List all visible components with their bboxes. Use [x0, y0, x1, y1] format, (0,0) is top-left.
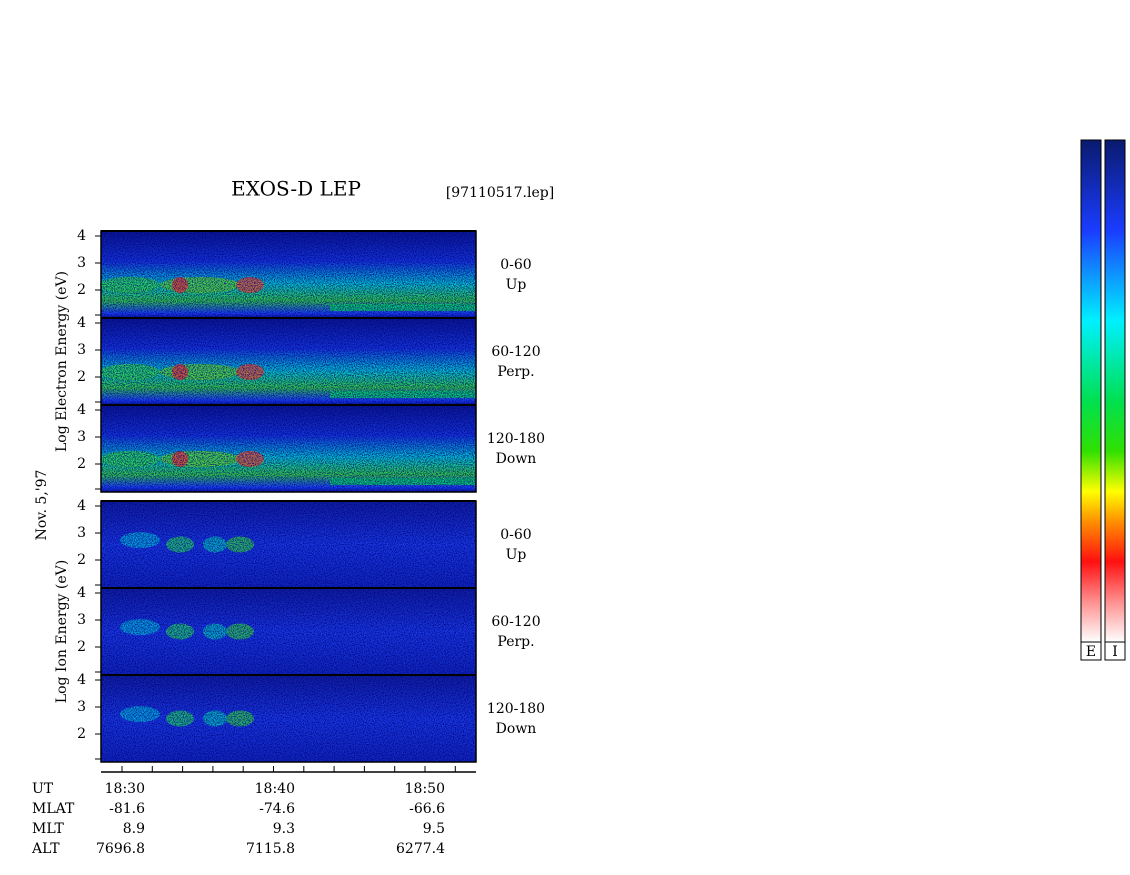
y-tick-label: 2 — [77, 456, 86, 472]
y-tick-label: 4 — [77, 498, 86, 514]
y-tick-label: 3 — [77, 525, 86, 541]
y-tick-label: 3 — [77, 255, 86, 271]
panel-range: 120-180 — [487, 431, 545, 447]
footer-value: 18:50 — [405, 781, 445, 797]
panel-range: 60-120 — [491, 344, 540, 360]
footer-value: -74.6 — [259, 801, 295, 817]
footer-value: 6277.4 — [396, 841, 445, 857]
y-tick-label: 3 — [77, 429, 86, 445]
colorbar — [1080, 139, 1102, 643]
noise — [101, 501, 476, 588]
panel-direction: Down — [496, 721, 537, 737]
footer-value: 7696.8 — [96, 841, 145, 857]
colorbar-label: I — [1112, 644, 1118, 660]
y-tick-label: 4 — [77, 585, 86, 601]
y-tick-label: 4 — [77, 228, 86, 244]
y-tick-label: 2 — [77, 552, 86, 568]
y-tick-label: 4 — [77, 672, 86, 688]
footer-label: ALT — [31, 841, 60, 857]
colorbar-label-box — [1104, 641, 1126, 661]
noise — [101, 405, 476, 492]
panel-direction: Down — [496, 451, 537, 467]
panel-range: 120-180 — [487, 701, 545, 717]
footer-label: UT — [32, 781, 54, 797]
panel-direction: Perp. — [497, 634, 534, 650]
group-frame — [100, 500, 477, 763]
panel-range: 0-60 — [500, 257, 531, 273]
y-tick-label: 3 — [77, 342, 86, 358]
y-tick-label: 2 — [77, 369, 86, 385]
panel-range: 0-60 — [500, 527, 531, 543]
noise — [101, 231, 476, 318]
y-tick-label: 3 — [77, 612, 86, 628]
y-tick-label: 3 — [77, 699, 86, 715]
y-tick-label: 4 — [77, 402, 86, 418]
footer-value: 9.5 — [423, 821, 445, 837]
group-frame — [100, 230, 477, 493]
panel-range: 60-120 — [491, 614, 540, 630]
colorbar-label: E — [1086, 644, 1096, 660]
colorbar — [1104, 139, 1126, 643]
y-tick-label: 4 — [77, 315, 86, 331]
footer-value: -66.6 — [409, 801, 445, 817]
footer-label: MLT — [32, 821, 64, 837]
footer: UT 18:30 18:40 18:50 MLAT -81.6 -74.6 -66.6 MLT 8… — [31, 766, 476, 857]
noise — [101, 675, 476, 762]
panel-direction: Up — [506, 547, 527, 563]
panel-direction: Up — [506, 277, 527, 293]
y-tick-label: 2 — [77, 282, 86, 298]
y-axis-label: Log Ion Energy (eV) — [54, 560, 70, 703]
footer-label: MLAT — [32, 801, 75, 817]
file-name: [97110517.lep] — [446, 185, 554, 201]
y-tick-label: 2 — [77, 726, 86, 742]
footer-value: 18:40 — [255, 781, 295, 797]
colorbar-label-box — [1080, 641, 1102, 661]
footer-value: 18:30 — [105, 781, 145, 797]
noise — [101, 318, 476, 405]
footer-value: 8.9 — [123, 821, 145, 837]
panel-direction: Perp. — [497, 364, 534, 380]
footer-value: -81.6 — [109, 801, 145, 817]
noise — [101, 588, 476, 675]
spectrograms: Log Electron Energy (eV) 4 3 2 0-60 Up 4 3 2 60-1… — [54, 228, 545, 763]
footer-value: 7115.8 — [246, 841, 295, 857]
footer-value: 9.3 — [273, 821, 295, 837]
date-label: Nov. 5,'97 — [34, 470, 50, 541]
plot-title: EXOS-D LEP — [231, 177, 361, 201]
y-tick-label: 2 — [77, 639, 86, 655]
y-axis-label: Log Electron Energy (eV) — [54, 271, 70, 452]
